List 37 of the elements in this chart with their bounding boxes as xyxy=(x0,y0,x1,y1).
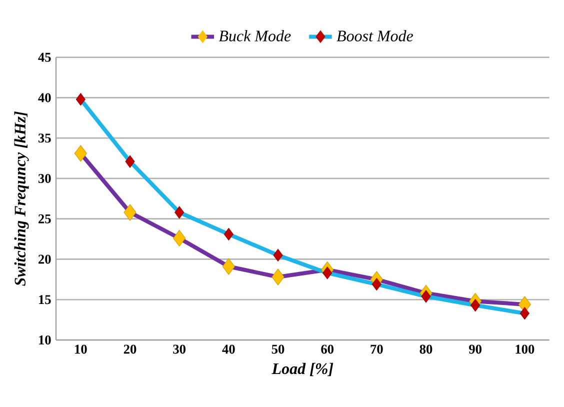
point xyxy=(372,278,382,291)
x-tick-label: 100 xyxy=(516,344,534,354)
point xyxy=(74,145,87,162)
point xyxy=(421,290,431,303)
x-tick-label: 10 xyxy=(75,344,87,354)
x-tick-label: 90 xyxy=(469,344,482,354)
x-tick-label: 50 xyxy=(272,344,284,354)
x-axis-title: Load [%] xyxy=(272,363,334,376)
x-tick-label: 30 xyxy=(173,344,186,354)
y-tick-label: 40 xyxy=(38,93,51,102)
y-axis-title: Switching Frequncy [kHz] xyxy=(14,112,29,286)
point xyxy=(273,249,283,262)
y-tick-label: 35 xyxy=(38,134,51,143)
y-tick-label: 25 xyxy=(38,214,51,224)
x-tick-label: 20 xyxy=(124,344,136,354)
point xyxy=(222,258,235,275)
y-tick-label: 30 xyxy=(38,174,51,184)
point xyxy=(322,266,332,280)
x-tick-label: 60 xyxy=(321,344,334,354)
x-tick-label: 80 xyxy=(420,344,432,354)
point xyxy=(124,204,136,221)
legend-label: Buck Mode xyxy=(218,30,291,42)
point xyxy=(272,268,284,286)
x-tick-label: 70 xyxy=(370,344,383,354)
legend-label: Boost Mode xyxy=(336,30,414,42)
y-tick-label: 20 xyxy=(38,254,51,264)
point xyxy=(173,230,186,247)
point xyxy=(470,299,480,312)
point xyxy=(174,206,184,219)
point xyxy=(224,228,234,241)
point xyxy=(520,307,530,320)
y-tick-label: 45 xyxy=(38,53,51,62)
point xyxy=(76,93,86,106)
point xyxy=(125,155,135,168)
x-tick-label: 40 xyxy=(222,344,235,354)
y-tick-label: 15 xyxy=(39,295,51,304)
y-tick-label: 10 xyxy=(39,336,51,345)
